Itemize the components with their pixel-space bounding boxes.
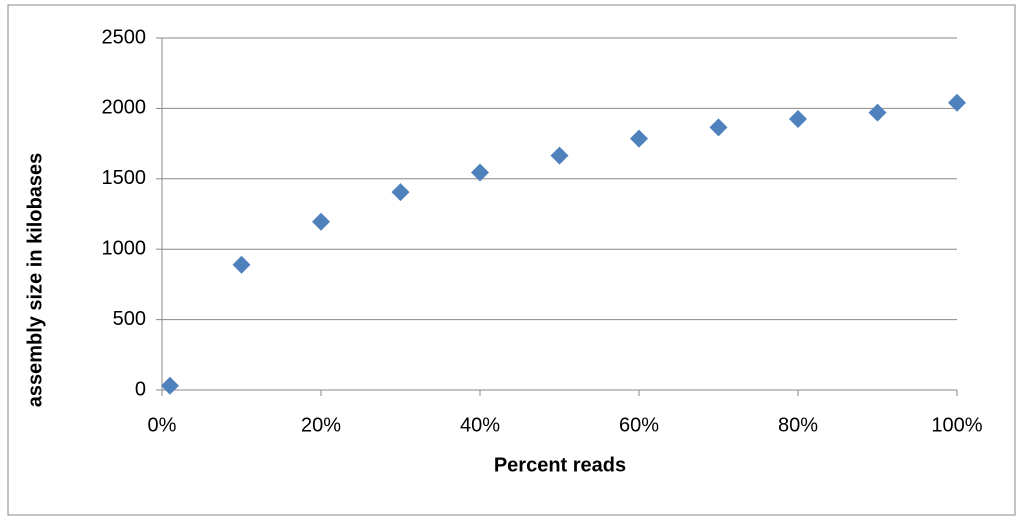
x-tick-label: 0% bbox=[148, 414, 177, 436]
y-tick-label: 2000 bbox=[102, 97, 147, 119]
point bbox=[471, 163, 489, 182]
point bbox=[232, 255, 251, 274]
point bbox=[948, 93, 966, 112]
point bbox=[630, 129, 648, 148]
x-tick-label: 40% bbox=[460, 414, 500, 436]
point bbox=[709, 118, 728, 137]
x-tick-label: 60% bbox=[619, 414, 659, 436]
y-tick-label: 500 bbox=[113, 308, 146, 330]
y-tick-label: 2500 bbox=[102, 26, 147, 48]
x-tick-label: 80% bbox=[778, 414, 818, 436]
y-tick-label: 1500 bbox=[102, 167, 147, 189]
y-tick-label: 0 bbox=[135, 378, 146, 400]
point bbox=[391, 183, 410, 202]
point bbox=[789, 109, 807, 128]
point bbox=[868, 103, 887, 122]
point bbox=[312, 212, 330, 231]
x-tick-label: 20% bbox=[301, 414, 341, 436]
x-tick-label: 100% bbox=[931, 414, 982, 436]
point bbox=[550, 146, 569, 165]
chart-border bbox=[7, 4, 1016, 516]
y-axis-title: assembly size in kilobases bbox=[24, 153, 46, 408]
x-axis-title: Percent reads bbox=[494, 454, 626, 476]
y-tick-label: 1000 bbox=[102, 237, 147, 259]
point bbox=[160, 376, 179, 395]
